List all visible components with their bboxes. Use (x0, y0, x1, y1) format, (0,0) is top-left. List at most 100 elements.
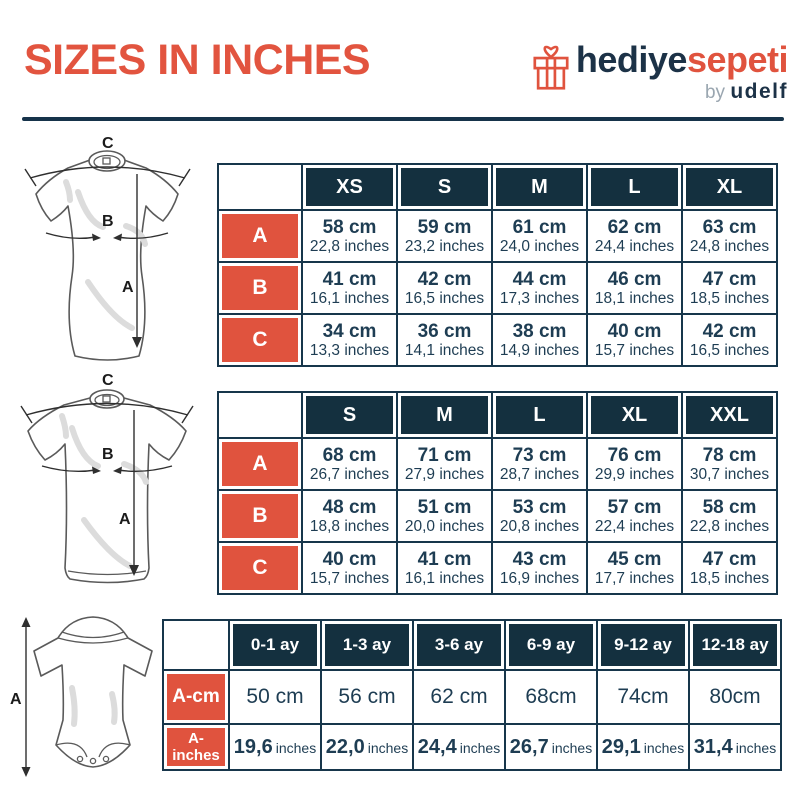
measurement-cell: 63 cm 24,8 inches (681, 209, 778, 263)
measurement-cell: 73 cm 28,7 inches (491, 437, 588, 491)
measurement-cell: 42 cm 16,5 inches (681, 313, 778, 367)
brand-logo: hediyesepeti by udelf (532, 39, 789, 104)
measure-c-line (24, 166, 191, 187)
measurement-cell: 47 cm 18,5 inches (681, 541, 778, 595)
row-label-cell: A (217, 209, 303, 263)
baby-size-table: 0-1 ay 1-3 ay 3-6 ay 6-9 ay 9-12 ay 12-1… (162, 619, 782, 771)
measure-b-line (41, 465, 173, 474)
corner-cell (162, 619, 230, 671)
brand-byline: by udelf (705, 80, 788, 104)
women-size-table: XS S M L XL A 58 cm 22,8 inches 59 cm 23,2… (217, 163, 778, 367)
mens-tshirt-outline (27, 397, 187, 584)
measurement-cell: 74cm (596, 669, 690, 725)
measurement-cell: 71 cm 27,9 inches (396, 437, 493, 491)
measurement-cell: 56 cm (320, 669, 414, 725)
measure-c-line (20, 402, 194, 424)
measurement-cell: 59 cm 23,2 inches (396, 209, 493, 263)
row-label-cell: A-inches (162, 723, 230, 771)
measurement-cell: 68 cm 26,7 inches (301, 437, 398, 491)
size-column-header: XS (301, 163, 398, 211)
age-column-header: 6-9 ay (504, 619, 598, 671)
brand-name-part1: hediye (575, 39, 688, 80)
measurement-cell: 29,1 inches (596, 723, 690, 771)
womens-tshirt-outline (35, 159, 179, 361)
size-column-header: M (396, 391, 493, 439)
measurement-cell: 41 cm 16,1 inches (301, 261, 398, 315)
measure-b-label: B (102, 213, 114, 230)
age-column-header: 3-6 ay (412, 619, 506, 671)
measure-a-label: A (122, 279, 134, 296)
measurement-cell: 43 cm 16,9 inches (491, 541, 588, 595)
row-label-cell: A (217, 437, 303, 491)
measurement-cell: 48 cm 18,8 inches (301, 489, 398, 543)
measurement-cell: 68cm (504, 669, 598, 725)
page-title: SIZES IN INCHES (24, 36, 371, 84)
measure-c-label: C (102, 135, 114, 152)
measure-a-line (129, 410, 139, 576)
measure-b-line (45, 232, 169, 241)
age-column-header: 12-18 ay (688, 619, 782, 671)
size-column-header: S (396, 163, 493, 211)
measurement-cell: 41 cm 16,1 inches (396, 541, 493, 595)
header-divider (22, 117, 784, 121)
brand-name: hediyesepeti (575, 39, 789, 80)
measure-a-line (21, 617, 31, 777)
brand-name-part2: sepeti (686, 39, 789, 80)
measurement-cell: 57 cm 22,4 inches (586, 489, 683, 543)
row-label-cell: C (217, 313, 303, 367)
womens-tshirt-diagram: C B A (24, 135, 191, 361)
measurement-cell: 19,6 inches (228, 723, 322, 771)
measurement-cell: 46 cm 18,1 inches (586, 261, 683, 315)
age-column-header: 0-1 ay (228, 619, 322, 671)
measurement-cell: 78 cm 30,7 inches (681, 437, 778, 491)
measurement-cell: 58 cm 22,8 inches (301, 209, 398, 263)
measurement-cell: 76 cm 29,9 inches (586, 437, 683, 491)
measurement-cell: 47 cm 18,5 inches (681, 261, 778, 315)
size-column-header: XL (681, 163, 778, 211)
measurement-cell: 45 cm 17,7 inches (586, 541, 683, 595)
mens-tshirt-diagram: C B A (20, 372, 194, 584)
measurement-cell: 24,4 inches (412, 723, 506, 771)
baby-bodysuit-outline (33, 616, 153, 768)
measurement-cell: 26,7 inches (504, 723, 598, 771)
men-size-table: S M L XL XXL A 68 cm 26,7 inches 71 cm 27,… (217, 391, 778, 595)
size-column-header: L (586, 163, 683, 211)
byline-brand: udelf (730, 79, 788, 103)
measurement-cell: 40 cm 15,7 inches (301, 541, 398, 595)
measurement-cell: 31,4 inches (688, 723, 782, 771)
measurement-cell: 61 cm 24,0 inches (491, 209, 588, 263)
byline-prefix: by (704, 81, 726, 103)
baby-bodysuit-diagram: A (10, 616, 153, 777)
size-column-header: XXL (681, 391, 778, 439)
measurement-cell: 80cm (688, 669, 782, 725)
measurement-cell: 44 cm 17,3 inches (491, 261, 588, 315)
measurement-cell: 53 cm 20,8 inches (491, 489, 588, 543)
size-column-header: S (301, 391, 398, 439)
row-label-cell: A-cm (162, 669, 230, 725)
measure-a-label: A (10, 691, 22, 708)
measure-a-line (132, 174, 142, 348)
measurement-cell: 40 cm 15,7 inches (586, 313, 683, 367)
measurement-cell: 50 cm (228, 669, 322, 725)
size-column-header: L (491, 391, 588, 439)
measurement-cell: 34 cm 13,3 inches (301, 313, 398, 367)
measurement-cell: 62 cm 24,4 inches (586, 209, 683, 263)
measure-a-label: A (119, 511, 131, 528)
measurement-cell: 38 cm 14,9 inches (491, 313, 588, 367)
age-column-header: 1-3 ay (320, 619, 414, 671)
gift-icon (533, 45, 569, 90)
measurement-cell: 51 cm 20,0 inches (396, 489, 493, 543)
measurement-cell: 42 cm 16,5 inches (396, 261, 493, 315)
measurement-cell: 22,0 inches (320, 723, 414, 771)
row-label-cell: B (217, 261, 303, 315)
age-column-header: 9-12 ay (596, 619, 690, 671)
corner-cell (217, 391, 303, 439)
measure-c-label: C (102, 372, 114, 389)
row-label-cell: C (217, 541, 303, 595)
measure-b-label: B (102, 446, 114, 463)
size-column-header: XL (586, 391, 683, 439)
measurement-cell: 36 cm 14,1 inches (396, 313, 493, 367)
corner-cell (217, 163, 303, 211)
size-column-header: M (491, 163, 588, 211)
